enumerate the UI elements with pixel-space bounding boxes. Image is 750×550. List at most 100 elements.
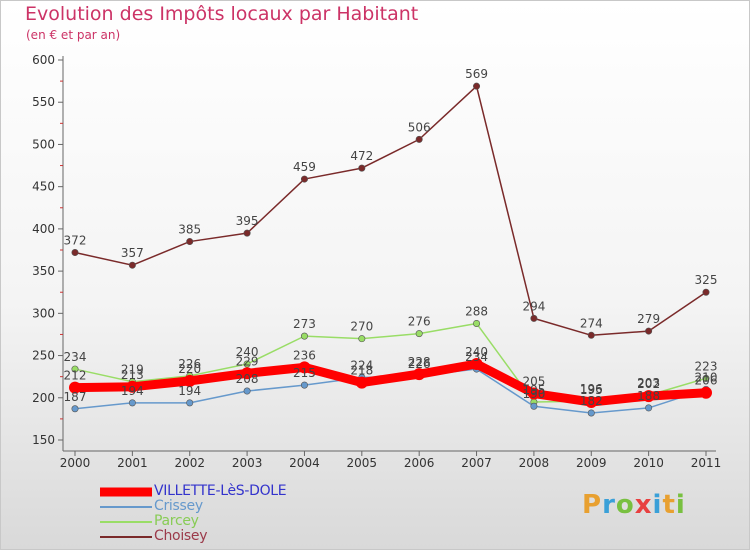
data-label: 226 [178, 357, 201, 371]
x-tick-label: 2004 [289, 456, 320, 470]
data-label: 213 [121, 368, 144, 382]
data-label: 506 [408, 120, 431, 134]
legend-label: Crissey [154, 498, 203, 514]
data-label: 188 [637, 389, 660, 403]
data-point [241, 367, 254, 380]
data-point [186, 399, 194, 407]
data-label: 357 [121, 246, 144, 260]
y-tick-label: 600 [32, 53, 55, 67]
data-point [355, 376, 368, 389]
logo-letter: o [615, 490, 635, 520]
data-point [71, 405, 79, 413]
data-label: 385 [178, 223, 201, 237]
data-point [415, 135, 423, 143]
chart-subtitle: (en € et par an) [26, 28, 121, 42]
data-label: 224 [350, 359, 373, 373]
data-label: 236 [293, 348, 316, 362]
data-label: 229 [236, 354, 259, 368]
data-label: 240 [465, 345, 488, 359]
data-label: 372 [64, 234, 87, 248]
data-point [587, 409, 595, 417]
data-point [527, 387, 540, 400]
data-point [413, 368, 426, 381]
data-label: 325 [695, 273, 718, 287]
data-label: 228 [408, 355, 431, 369]
data-label: 223 [695, 359, 718, 373]
x-tick-label: 2010 [633, 456, 664, 470]
logo-letter: P [582, 490, 603, 520]
data-label: 194 [178, 384, 201, 398]
data-label: 212 [64, 369, 87, 383]
y-tick-label: 400 [32, 222, 55, 236]
data-label: 395 [236, 214, 259, 228]
data-label: 569 [465, 67, 488, 81]
data-point [585, 396, 598, 408]
logo-letter: t [662, 490, 676, 520]
data-label: 203 [637, 376, 660, 390]
data-point [587, 331, 595, 339]
x-tick-label: 2002 [174, 456, 205, 470]
data-point [71, 249, 79, 257]
data-label: 294 [522, 299, 545, 313]
series-line [74, 322, 707, 403]
data-point [473, 82, 481, 90]
x-tick-label: 2006 [404, 456, 435, 470]
legend-label: VILLETTE-LèS-DOLE [154, 483, 287, 499]
x-tick-label: 2001 [117, 456, 148, 470]
data-point [298, 361, 311, 374]
data-point [300, 381, 308, 389]
data-point [128, 399, 136, 407]
data-label: 210 [695, 370, 718, 384]
data-label: 195 [522, 383, 545, 397]
series-villette-l-s-dole [69, 358, 712, 408]
y-tick-label: 250 [32, 349, 55, 363]
legend-swatch [100, 487, 152, 496]
data-point [642, 390, 655, 403]
y-tick-label: 550 [32, 95, 55, 109]
data-label: 234 [465, 350, 488, 364]
data-point [126, 380, 139, 393]
data-label: 195 [580, 383, 603, 397]
legend-label: Choisey [154, 528, 208, 544]
legend-label: Parcey [154, 513, 199, 529]
data-label: 205 [522, 375, 545, 389]
data-point [415, 330, 423, 338]
proxiti-logo: Proxiti [582, 490, 686, 520]
y-tick-label: 450 [32, 180, 55, 194]
data-point [530, 314, 538, 322]
data-label: 187 [64, 390, 87, 404]
legend-swatch [100, 520, 152, 523]
logo-letter: i [652, 490, 663, 520]
data-point [358, 164, 366, 172]
x-tick-label: 2005 [347, 456, 378, 470]
data-label: 218 [350, 364, 373, 378]
data-label: 472 [350, 149, 373, 163]
data-point [71, 365, 79, 373]
x-tick-label: 2000 [60, 456, 91, 470]
series-line [70, 359, 711, 407]
data-point [243, 360, 251, 368]
logo-letter: i [675, 490, 686, 520]
y-tick-label: 500 [32, 137, 55, 151]
data-point [300, 332, 308, 340]
data-labels-choisey: 372 357 385 395 459 472 506 569 294 274 279 325 [64, 67, 718, 330]
legend-swatch [100, 535, 152, 538]
data-point [645, 404, 653, 412]
data-label: 279 [637, 312, 660, 326]
data-point [470, 358, 483, 370]
data-label: 215 [293, 366, 316, 380]
data-label: 273 [293, 317, 316, 331]
legend-swatch [100, 505, 152, 508]
data-point [473, 319, 481, 327]
data-label: 240 [236, 345, 259, 359]
data-label: 206 [695, 374, 718, 388]
data-point [530, 402, 538, 410]
data-label: 288 [465, 304, 488, 318]
data-point [69, 381, 81, 394]
data-label: 276 [408, 315, 431, 329]
data-label: 194 [121, 384, 144, 398]
